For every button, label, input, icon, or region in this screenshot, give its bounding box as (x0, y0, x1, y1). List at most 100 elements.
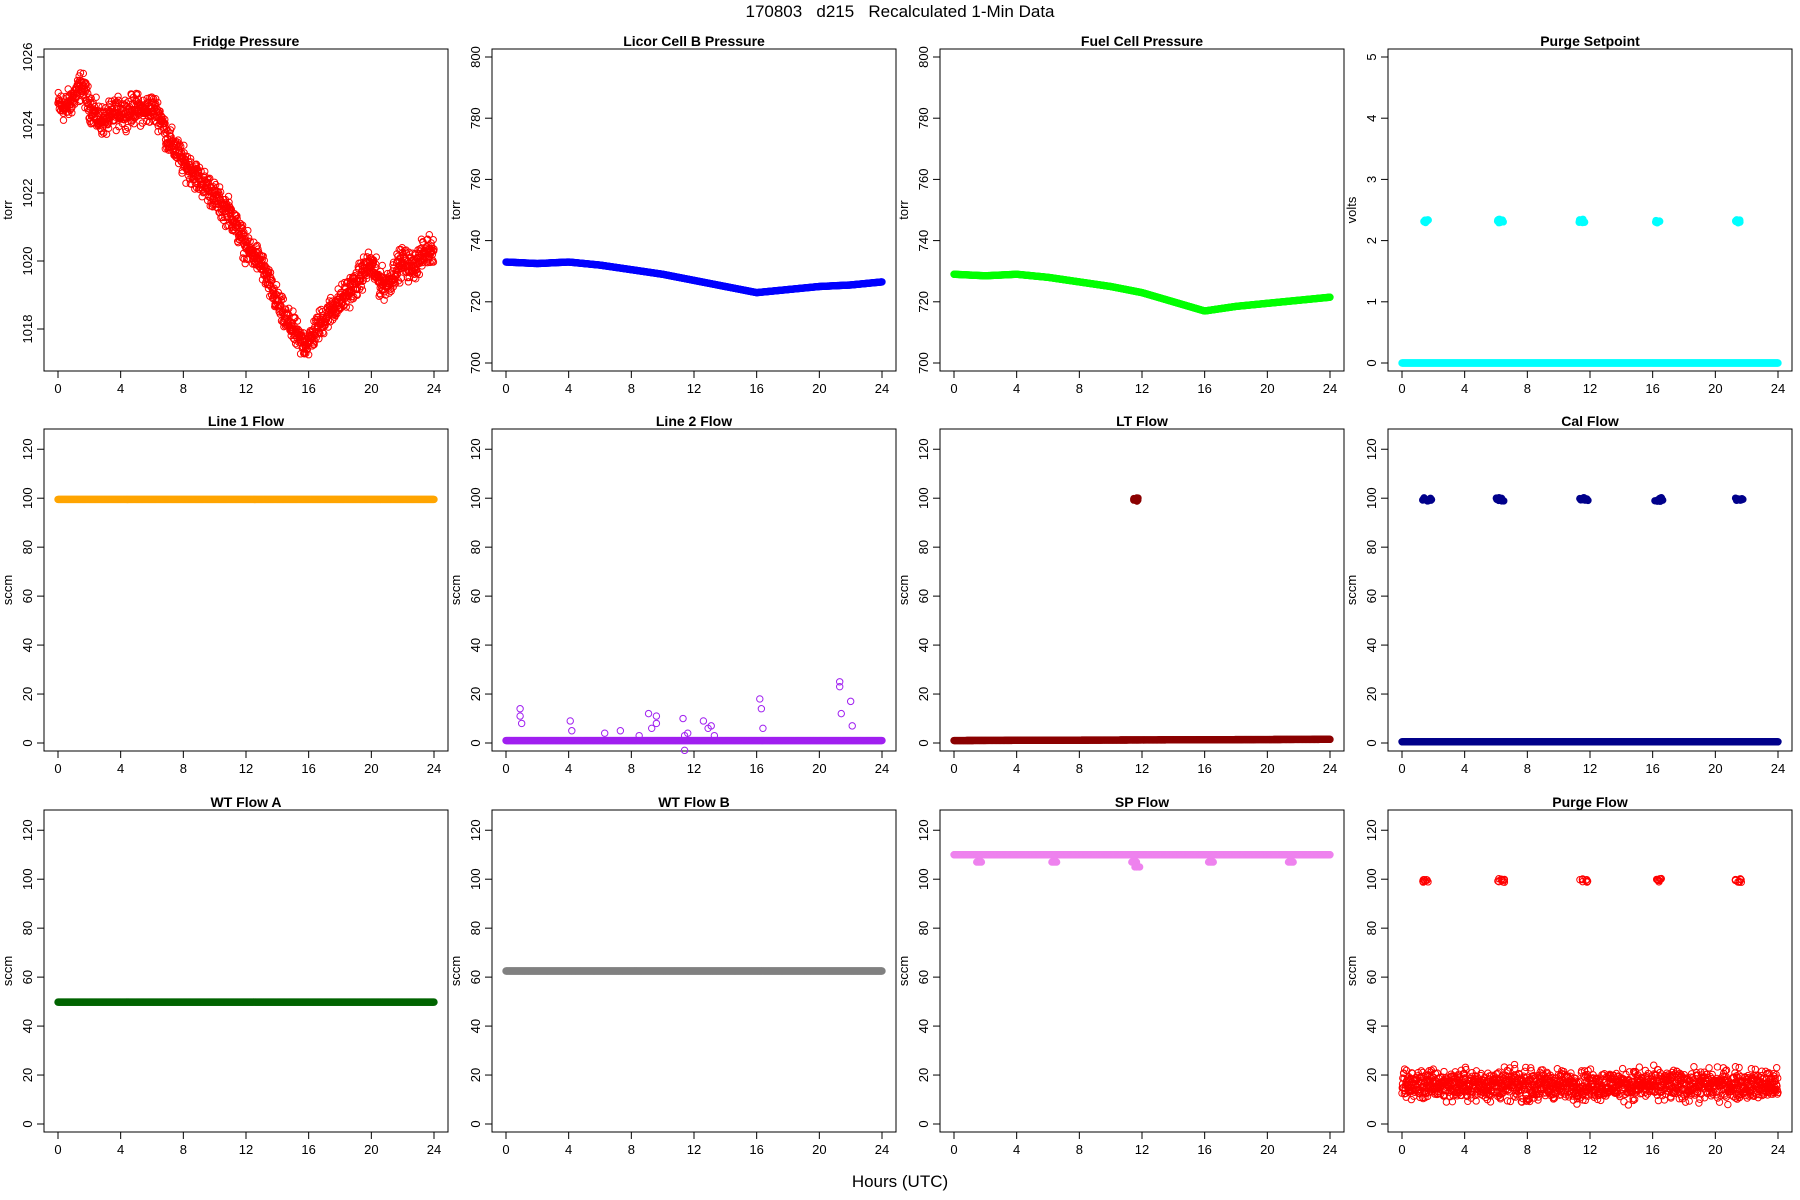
y-tick-label: 80 (20, 540, 35, 554)
data-point (346, 304, 354, 312)
data-point (1774, 359, 1782, 367)
x-tick-label: 12 (239, 381, 253, 396)
data-point (84, 82, 92, 90)
data-point (241, 259, 249, 268)
data-point (186, 154, 195, 163)
x-tick-label: 4 (565, 761, 572, 776)
data-point (59, 116, 68, 124)
data-point (225, 198, 233, 206)
y-tick-label: 720 (916, 291, 931, 313)
plot-title: Line 1 Flow (208, 413, 284, 429)
data-point (315, 307, 324, 315)
y-tick-label: 1 (1364, 298, 1379, 305)
y-tick-label: 60 (20, 589, 35, 603)
data-point (206, 174, 214, 183)
plot-frame (491, 428, 897, 752)
data-point (246, 237, 254, 246)
data-point (76, 69, 85, 77)
y-tick-label: 100 (20, 487, 35, 509)
x-tick-label: 12 (239, 761, 253, 776)
data-point (197, 167, 205, 175)
y-tick-label: 4 (1364, 115, 1379, 122)
y-tick-label: 0 (1364, 359, 1379, 366)
data-point (168, 123, 176, 131)
data-point (244, 234, 253, 242)
data-point (254, 245, 262, 253)
data-point (279, 295, 288, 303)
data-point (113, 98, 121, 106)
data-point (1326, 293, 1334, 301)
y-tick-label: 760 (916, 169, 931, 191)
data-point (89, 99, 97, 107)
data-point (215, 183, 224, 191)
data-point (326, 318, 335, 326)
plot-title: Purge Setpoint (1540, 33, 1640, 49)
data-point (201, 167, 209, 176)
x-tick-label: 16 (749, 761, 763, 776)
data-point (244, 226, 252, 235)
x-tick-label: 8 (180, 761, 187, 776)
data-point (293, 317, 302, 325)
x-tick-label: 20 (1708, 381, 1722, 396)
data-point (243, 255, 252, 264)
x-tick-label: 24 (1771, 381, 1785, 396)
data-point (320, 329, 328, 338)
data-point (268, 276, 276, 284)
plot-frame (43, 48, 449, 372)
data-point (84, 89, 92, 98)
data-point (266, 272, 274, 281)
data-point (83, 85, 91, 94)
data-point (240, 255, 248, 263)
data-point (104, 124, 113, 132)
data-point (134, 90, 142, 98)
data-point (242, 238, 250, 246)
data-point (214, 187, 222, 196)
plot-frame (491, 48, 897, 372)
y-tick-label: 720 (468, 291, 483, 313)
x-tick-label: 16 (301, 381, 315, 396)
y-tick-label: 0 (20, 739, 35, 746)
y-tick-label: 760 (468, 169, 483, 191)
y-tick-label: 40 (468, 638, 483, 652)
x-tick-label: 12 (687, 381, 701, 396)
data-point (154, 98, 162, 107)
y-tick-label: 780 (468, 107, 483, 129)
data-point (95, 102, 103, 110)
y-tick-label: 800 (468, 46, 483, 68)
y-tick-label: 740 (468, 230, 483, 252)
data-point (79, 69, 88, 78)
y-tick-label: 740 (916, 230, 931, 252)
data-point (272, 281, 281, 289)
x-tick-label: 24 (875, 761, 889, 776)
x-tick-label: 16 (749, 381, 763, 396)
x-tick-label: 24 (427, 381, 441, 396)
x-tick-label: 8 (1076, 381, 1083, 396)
data-point (182, 179, 190, 187)
data-point (204, 175, 213, 183)
data-point (156, 107, 164, 115)
data-point (132, 91, 141, 99)
plot-title: Licor Cell B Pressure (623, 33, 765, 49)
data-point (226, 204, 235, 212)
x-tick-label: 8 (180, 381, 187, 396)
y-axis-label: sccm (0, 575, 15, 605)
data-point (324, 316, 333, 325)
data-point (304, 351, 313, 359)
data-point (161, 119, 169, 128)
y-tick-label: 1020 (20, 247, 35, 276)
data-point (122, 128, 130, 136)
y-axis-label: volts (1344, 196, 1359, 223)
x-tick-label: 20 (1260, 381, 1274, 396)
y-tick-label: 100 (468, 487, 483, 509)
data-point (224, 192, 233, 201)
data-point (86, 98, 95, 107)
x-tick-label: 4 (565, 381, 572, 396)
x-tick-label: 12 (1583, 381, 1597, 396)
y-tick-label: 800 (916, 46, 931, 68)
y-axis-label: torr (0, 200, 15, 220)
event-point (1653, 218, 1661, 227)
data-point (180, 141, 188, 150)
